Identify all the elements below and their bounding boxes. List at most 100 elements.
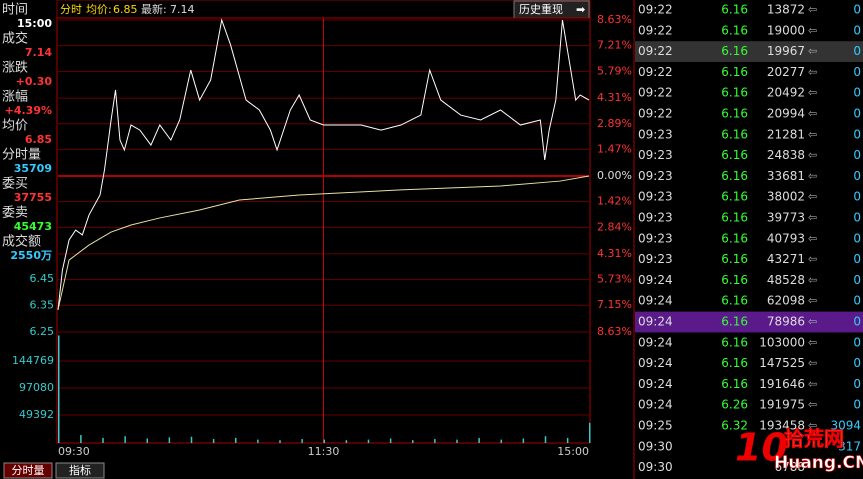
row-side: 0 [853, 252, 861, 266]
row-arrow: ⇦ [808, 128, 817, 141]
volume-bar [412, 440, 414, 443]
y-tick-label: 4.31% [597, 91, 632, 104]
row-arrow: ⇦ [808, 3, 817, 16]
info-label: 成交 [2, 31, 28, 47]
row-price: 6.16 [721, 273, 748, 287]
row-selected [635, 311, 863, 333]
row-price: 6.16 [721, 211, 748, 225]
volume-bar [190, 436, 193, 443]
history-button-label[interactable]: 历史重现 [519, 2, 563, 16]
volume-tick-label: 49392 [19, 408, 54, 421]
series-line [57, 175, 590, 311]
row-volume: 19000 [767, 23, 805, 37]
volume-bar [58, 335, 60, 443]
row-time: 09:24 [638, 356, 673, 370]
row-volume: 78986 [767, 315, 805, 329]
volume-tick-label: 144769 [12, 354, 54, 367]
row-volume: 103000 [759, 335, 805, 349]
row-side: 0 [853, 315, 861, 329]
row-arrow: ⇦ [808, 377, 817, 390]
row-time: 09:22 [638, 65, 673, 79]
tab[interactable] [3, 462, 53, 479]
volume-bar [257, 439, 259, 443]
tab-label[interactable]: 指标 [69, 463, 91, 477]
x-tick-label: 15:00 [557, 445, 589, 458]
volume-bar [323, 439, 325, 443]
row-arrow: ⇦ [808, 357, 817, 370]
row-price: 6.16 [721, 335, 748, 349]
row-volume: 48528 [767, 273, 805, 287]
row-side: 0 [853, 3, 861, 17]
row-side: 0 [853, 44, 861, 58]
avg-label: 均价: [86, 3, 112, 16]
row-time: 09:23 [638, 231, 673, 245]
y-tick-label: 8.63% [597, 13, 632, 26]
volume-bar [434, 439, 436, 443]
row-volume: 191646 [759, 377, 805, 391]
y-tick-label: 4.31% [597, 247, 632, 260]
tab-label[interactable]: 分时量 [12, 464, 45, 477]
row-volume: 6788 [774, 460, 805, 474]
row-time: 09:22 [638, 86, 673, 100]
row-time: 09:24 [638, 398, 673, 412]
watermark-site: Huang.CN [774, 453, 863, 473]
row-volume: 33681 [767, 169, 805, 183]
info-label: 涨幅 [2, 90, 28, 105]
row-arrow: ⇦ [808, 253, 817, 266]
last-label: 最新: [141, 2, 167, 16]
tab[interactable] [55, 462, 105, 479]
last-value: 7.14 [170, 3, 195, 16]
row-volume: 24838 [767, 148, 805, 162]
volume-bar [345, 440, 348, 443]
row-volume: 20277 [767, 65, 805, 79]
y-tick-label: 2.89% [597, 117, 632, 130]
volume-bar [102, 437, 104, 443]
row-time: 09:22 [638, 44, 673, 58]
row-price: 6.16 [721, 356, 748, 370]
volume-tick-label: 97080 [19, 381, 54, 394]
series-line [57, 18, 590, 311]
row-price: 6.16 [721, 107, 748, 121]
row-time: 09:22 [638, 3, 673, 17]
row-volume: 193458 [759, 419, 805, 433]
info-value: 45473 [14, 220, 52, 233]
row-volume: 39773 [767, 211, 805, 225]
info-value: 2550万 [10, 249, 52, 262]
row-arrow: ⇦ [808, 107, 817, 120]
volume-bar [456, 439, 458, 443]
info-value: 15:00 [17, 17, 52, 30]
volume-bar [500, 439, 502, 443]
row-side: 0 [853, 107, 861, 121]
volume-bar [522, 438, 525, 443]
row-time: 09:30 [638, 439, 673, 453]
row-arrow: ⇦ [808, 294, 817, 307]
row-side: 0 [853, 356, 861, 370]
volume-bar [389, 438, 392, 443]
row-side: 0 [853, 231, 861, 245]
volume-bar [279, 440, 281, 443]
row-price: 6.16 [721, 294, 748, 308]
info-value: +0.30 [16, 75, 53, 88]
row-time: 09:23 [638, 190, 673, 204]
row-side: 0 [853, 273, 861, 287]
watermark-number: 10 [735, 426, 788, 470]
row-volume: 147525 [759, 356, 805, 370]
info-label: 均价 [2, 119, 28, 134]
row-volume: 13872 [767, 3, 805, 17]
row-arrow: ⇦ [808, 398, 817, 411]
row-arrow: ⇦ [808, 211, 817, 224]
y2-tick-label: 6.45 [30, 272, 55, 285]
row-arrow: ⇦ [808, 169, 817, 182]
row-arrow: ⇦ [808, 419, 817, 432]
row-time: 09:23 [638, 211, 673, 225]
row-arrow: ⇦ [808, 232, 817, 245]
row-time: 09:24 [638, 335, 673, 349]
row-time: 09:24 [638, 273, 673, 287]
y-tick-label: 1.47% [597, 142, 632, 155]
volume-bar [146, 438, 148, 443]
row-side: 0 [853, 127, 861, 141]
header-title: 分时 [60, 3, 82, 16]
